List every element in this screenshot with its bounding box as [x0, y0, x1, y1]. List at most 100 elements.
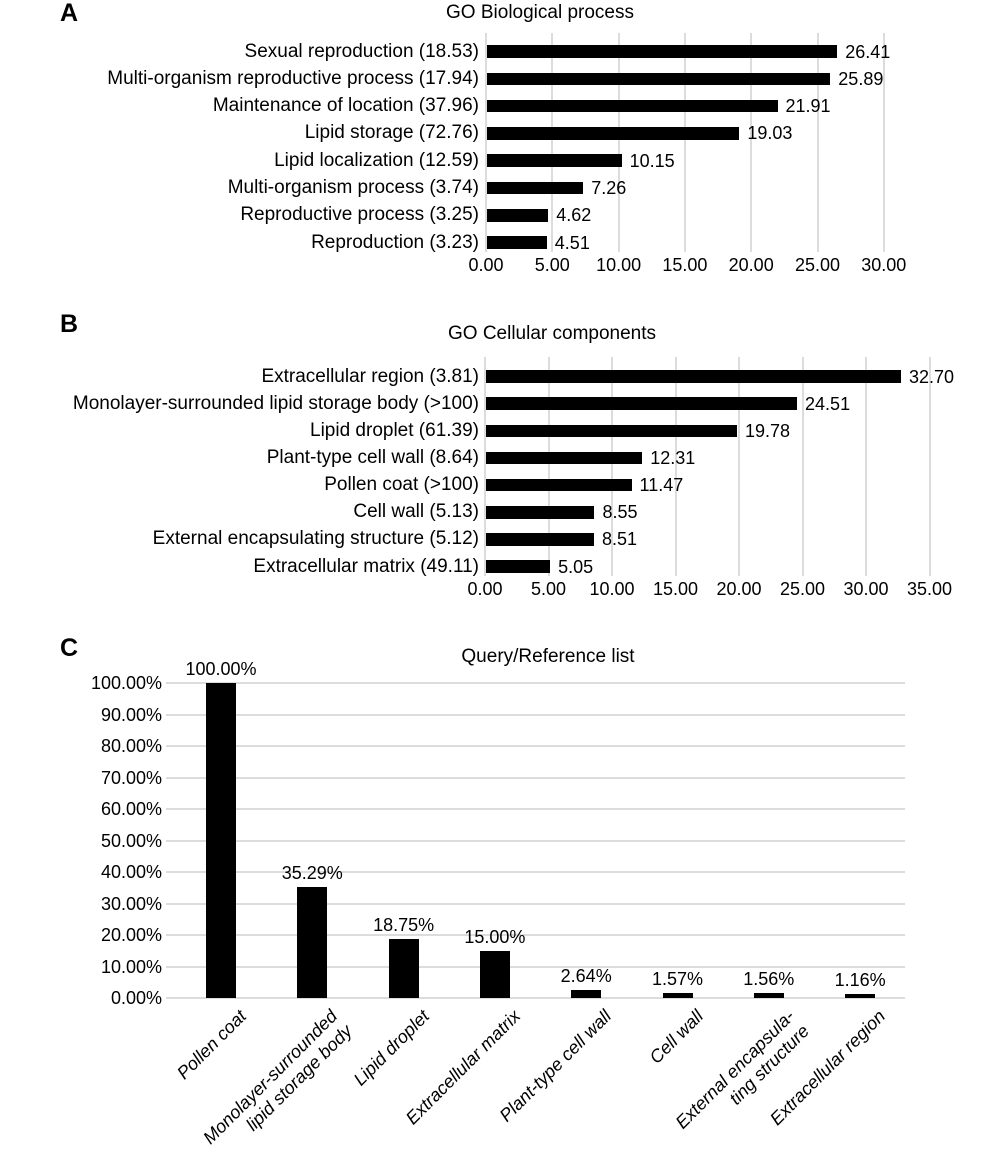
gridline: [547, 357, 550, 576]
gridline: [166, 745, 905, 747]
panel-c: C Query/Reference list 100.00% 90.00% 80.0…: [0, 625, 1000, 1175]
value-label: 18.75%: [373, 914, 435, 935]
bar: [487, 154, 622, 167]
x-tick-label: 15.00: [652, 579, 699, 599]
value-label: 8.51: [601, 529, 638, 550]
gridline: [166, 682, 905, 684]
x-tick-label: 20.00: [716, 579, 762, 599]
gridline: [166, 713, 905, 716]
bar: [487, 236, 547, 249]
y-tick-label: 50.00%: [100, 830, 162, 851]
value-label: 1.16%: [834, 970, 886, 991]
category-label: Reproductive process (3.25): [240, 204, 479, 226]
gridline: [928, 357, 931, 576]
bar: [487, 209, 549, 222]
bar: [486, 478, 632, 492]
y-tick-label: 0.00%: [110, 988, 162, 1008]
bar: [486, 424, 737, 438]
value-label: 2.64%: [560, 965, 612, 986]
category-label: Multi-organism process (3.74): [227, 177, 479, 198]
x-tick-label: 5.00: [534, 255, 570, 275]
x-tick-label: 20.00: [728, 255, 774, 275]
bar: [487, 99, 778, 113]
category-label: Maintenance of location (37.96): [212, 95, 479, 117]
bar: [388, 938, 419, 998]
gridline: [484, 357, 486, 576]
value-label: 26.41: [845, 41, 891, 62]
x-tick-label: 35.00: [906, 579, 953, 599]
gridline: [166, 808, 905, 810]
value-label: 15.00%: [464, 926, 526, 947]
panel-b-letter: B: [60, 310, 79, 338]
value-label: 100.00%: [185, 659, 257, 679]
panel-b-title: GO Cellular components: [447, 323, 657, 344]
value-label: 24.51: [805, 393, 851, 414]
bar: [662, 993, 693, 998]
gridline: [738, 357, 740, 576]
value-label: 10.15: [629, 150, 675, 171]
x-tick-label: 30.00: [843, 579, 889, 599]
gridline: [166, 934, 905, 936]
gridline: [750, 33, 753, 252]
gridline: [551, 33, 554, 252]
y-tick-label: 70.00%: [100, 767, 162, 788]
panel-b: B GO Cellular components 0.00 5.00 10.00 15…: [0, 300, 1000, 625]
value-label: 5.05: [558, 556, 594, 577]
category-label: Plant-type cell wall (8.64): [266, 446, 479, 468]
y-tick-label: 10.00%: [100, 956, 162, 977]
value-label: 7.26: [591, 178, 627, 198]
x-tick-label: 25.00: [779, 579, 826, 599]
value-label: 25.89: [838, 68, 884, 89]
bar: [487, 181, 584, 195]
x-tick-label: 5.00: [530, 579, 567, 599]
y-tick-label: 80.00%: [100, 736, 162, 756]
bar: [845, 994, 876, 998]
value-label: 21.91: [785, 96, 831, 117]
gridline: [166, 902, 905, 905]
bar: [486, 397, 798, 410]
value-label: 4.62: [556, 205, 592, 226]
category-label: Cell wall (5.13): [353, 501, 479, 523]
value-label: 19.78: [745, 420, 791, 441]
category-label: Multi-organism reproductive process (17.…: [107, 67, 479, 89]
value-label: 1.57%: [651, 969, 704, 990]
bar: [487, 72, 831, 86]
category-label: Extracellular region (3.81): [261, 365, 479, 387]
x-tick-label: 30.00: [861, 255, 907, 275]
y-tick-label: 60.00%: [100, 799, 162, 819]
bar: [486, 451, 643, 465]
y-tick-label: 40.00%: [100, 862, 162, 882]
y-tick-label: 90.00%: [100, 704, 162, 725]
value-label: 8.55: [602, 502, 638, 523]
category-label: Extracellular matrix (49.11): [253, 555, 479, 577]
bar: [486, 370, 901, 383]
category-label: Lipid droplet (61.39): [310, 419, 479, 441]
category-label: Sexual reproduction (18.53): [244, 40, 479, 62]
gridline: [801, 357, 804, 576]
bar: [486, 533, 594, 546]
x-tick-label: 0.00: [468, 255, 504, 275]
gridline: [816, 33, 819, 252]
y-tick-label: 30.00%: [100, 893, 162, 914]
y-tick-label: 100.00%: [90, 673, 162, 693]
category-label: Lipid storage (72.76): [304, 122, 479, 144]
gridline: [882, 33, 885, 252]
panel-a-title: GO Biological process: [446, 2, 634, 23]
gridline: [166, 997, 905, 999]
bar: [297, 886, 328, 998]
x-tick-label: 10.00: [596, 255, 642, 275]
gridline: [485, 33, 487, 252]
bar: [571, 989, 602, 998]
value-label: 4.51: [554, 232, 590, 253]
gridline: [166, 839, 905, 842]
category-label: External encapsulating structure (5.12): [152, 528, 479, 550]
panel-a: A GO Biological process 0.00 5.00 10.00 15.…: [0, 0, 1000, 300]
gridline: [166, 965, 905, 968]
category-label: Pollen coat (>100): [324, 474, 479, 496]
gridline: [674, 357, 677, 576]
value-label: 1.56%: [743, 969, 795, 990]
bar: [753, 993, 784, 998]
category-label: Monolayer-surrounded lipid storage body …: [72, 392, 479, 414]
value-label: 32.70: [908, 366, 954, 387]
